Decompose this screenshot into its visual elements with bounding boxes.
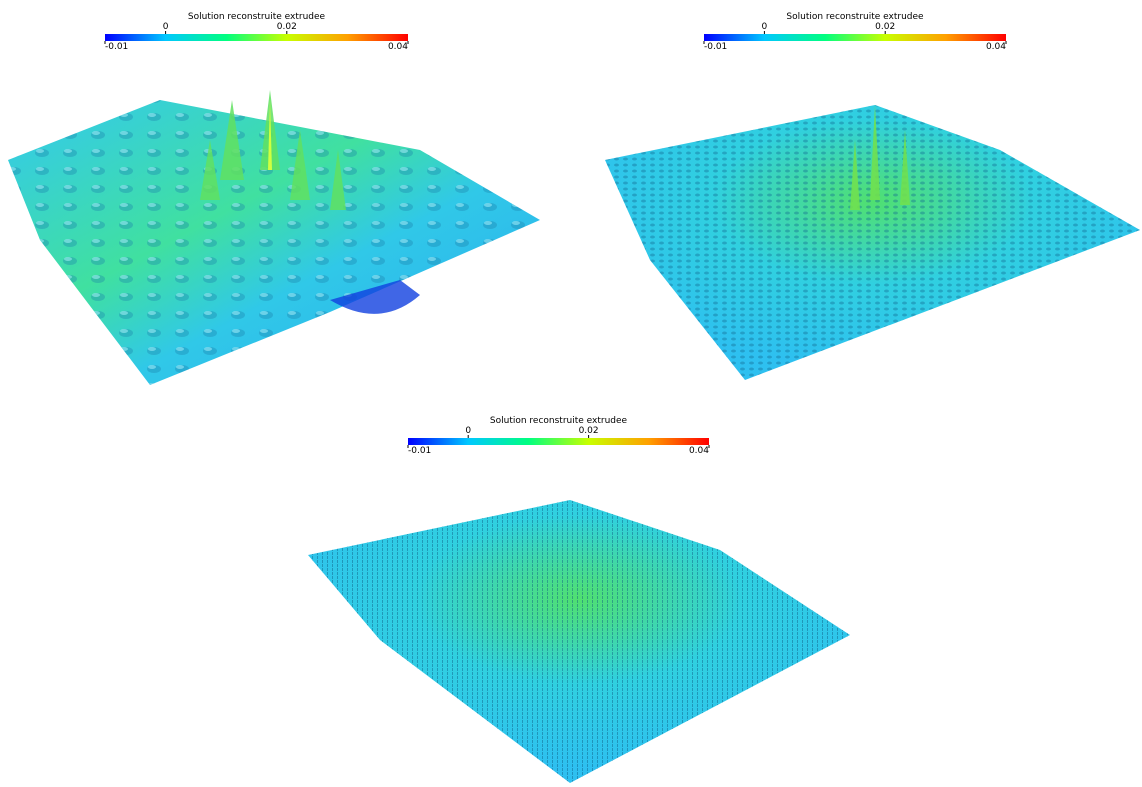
colorbar-title: Solution reconstruite extrudee: [786, 12, 924, 22]
colorbar-tick-label: 0.02: [875, 22, 895, 32]
colorbar-title: Solution reconstruite extrudee: [490, 416, 628, 426]
colorbar-tick-label: 0.02: [277, 22, 297, 32]
colorbar-bar: [408, 438, 709, 445]
surface-2: [605, 105, 1140, 380]
colorbar-end-label: -0.01: [105, 42, 128, 52]
colorbar-tick-label: 0.02: [579, 426, 599, 436]
surface-3: [308, 500, 850, 783]
colorbar-end-label: -0.01: [408, 446, 431, 456]
colorbar-title: Solution reconstruite extrudee: [188, 12, 326, 22]
colorbar-tick-label: 0: [163, 22, 169, 32]
colorbar-end-label: 0.04: [986, 42, 1006, 52]
surface-1: [8, 90, 540, 385]
colorbar-end-label: 0.04: [388, 42, 408, 52]
colorbar: Solution reconstruite extrudee -0.01 0.04 0…: [407, 416, 710, 456]
colorbar: Solution reconstruite extrudee -0.01 0.04 0…: [703, 12, 1007, 52]
colorbar-bar: [704, 34, 1006, 41]
colorbar-end-label: -0.01: [704, 42, 727, 52]
colorbar-tick-label: 0: [762, 22, 768, 32]
colorbar: Solution reconstruite extrudee -0.01 0.04 0…: [104, 12, 409, 52]
colorbar-end-label: 0.04: [689, 446, 709, 456]
colorbar-bar: [105, 34, 408, 41]
colorbar-tick-label: 0: [465, 426, 471, 436]
